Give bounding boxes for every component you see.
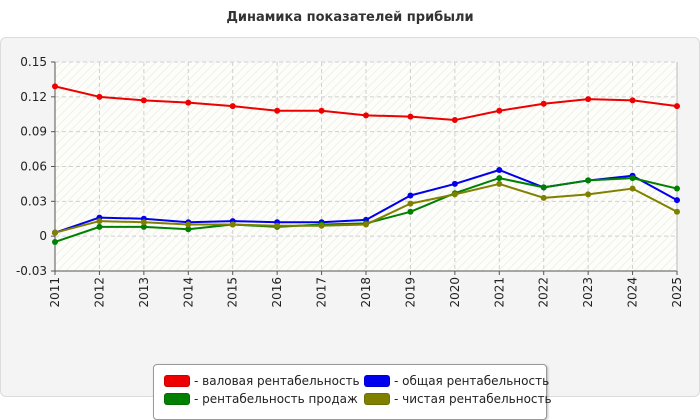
data-point [496,180,503,187]
data-point [185,99,192,106]
x-tick-label: 2013 [137,277,151,308]
data-point [585,191,592,198]
data-point [274,222,281,229]
data-point [496,175,503,182]
data-point [451,180,458,187]
data-point [674,197,680,204]
data-point [674,103,680,110]
x-tick-label: 2016 [270,277,284,308]
x-tick-label: 2018 [359,277,373,308]
legend-label: - рентабельность продаж [194,392,358,406]
data-point [96,93,103,100]
data-point [52,238,58,245]
x-tick-label: 2012 [92,277,106,308]
data-point [629,185,636,192]
chart-panel: -0.03 0 0.03 0.06 0.09 0.12 0.15 2011 2012 2013 20… [0,37,700,420]
x-tick-label: 2015 [226,277,240,308]
data-point [96,223,103,230]
x-tick-label: 2024 [626,277,640,308]
legend-swatch-blue [364,375,390,387]
data-point [52,229,58,236]
data-point [451,191,458,198]
data-point [52,83,58,90]
y-tick-label: 0.03 [20,194,47,208]
x-tick-label: 2019 [403,277,417,308]
x-tick-label: 2017 [315,277,329,308]
data-point [540,194,547,201]
legend-label: - общая рентабельность [394,374,550,388]
data-point [540,184,547,191]
legend-swatch-green [164,393,190,405]
x-tick-label: 2021 [492,277,506,308]
data-point [363,221,369,228]
data-point [140,97,147,104]
data-point [140,219,147,226]
y-tick-label: 0.06 [20,160,47,174]
legend-item-net-margin: - чистая рентабельность [364,391,552,407]
data-point [451,117,458,124]
legend-swatch-red [164,375,190,387]
legend-label: - чистая рентабельность [394,392,552,406]
data-point [318,222,325,229]
y-tick-label: 0.15 [20,55,47,69]
data-point [318,107,325,114]
data-point [496,166,503,173]
y-tick-label: 0 [39,229,47,243]
data-point [407,200,414,207]
data-point [185,221,192,228]
data-point [585,177,592,184]
data-point [629,175,636,182]
legend-item-sales-margin: - рентабельность продаж [164,391,358,407]
data-point [585,96,592,103]
data-point [274,107,281,114]
y-tick-label: 0.09 [20,125,47,139]
x-tick-label: 2022 [537,277,551,308]
data-point [407,113,414,120]
legend-item-gross-margin: - валовая рентабельность [164,373,360,389]
data-point [229,103,236,110]
data-point [407,192,414,199]
legend-label: - валовая рентабельность [194,374,360,388]
chart-title: Динамика показателей прибыли [226,10,474,25]
y-tick-label: -0.03 [16,264,47,278]
data-point [496,107,503,114]
x-tick-label: 2011 [48,277,62,308]
data-point [674,208,680,215]
data-point [540,100,547,107]
data-point [407,208,414,215]
data-point [229,221,236,228]
data-point [140,223,147,230]
legend-swatch-olive [364,393,390,405]
plot-area: -0.03 0 0.03 0.06 0.09 0.12 0.15 2011 2012 2013 20… [16,55,684,308]
data-point [674,185,680,192]
x-tick-label: 2014 [181,277,195,308]
data-point [629,97,636,104]
x-tick-label: 2023 [581,277,595,308]
legend-item-overall-margin: - общая рентабельность [364,373,549,389]
legend: - валовая рентабельность - общая рентабе… [153,364,552,420]
data-point [185,226,192,233]
x-tick-label: 2025 [670,277,684,308]
x-tick-label: 2020 [448,277,462,308]
data-point [96,218,103,225]
y-tick-label: 0.12 [20,90,47,104]
data-point [363,112,369,119]
